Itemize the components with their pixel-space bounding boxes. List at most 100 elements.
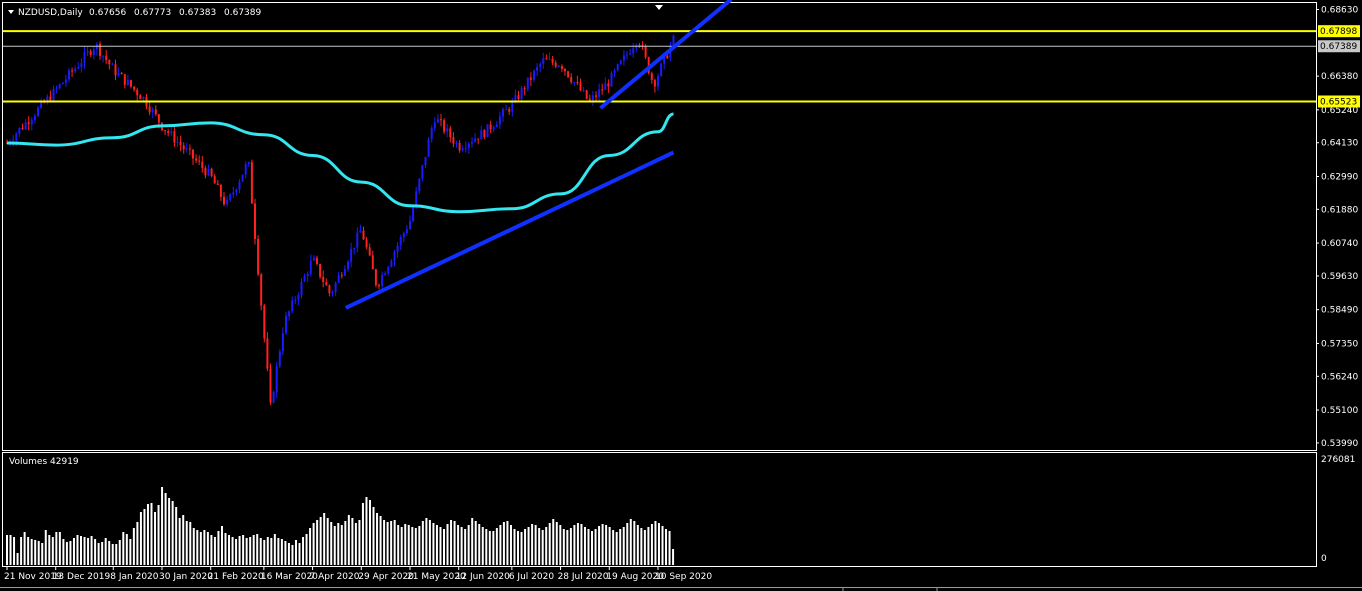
volume-bar xyxy=(383,520,386,565)
candle-body xyxy=(210,168,213,177)
candle-body xyxy=(598,89,601,97)
candle-body xyxy=(365,239,368,248)
volume-bar xyxy=(400,527,403,565)
chart-shift-marker-icon[interactable] xyxy=(655,5,663,10)
candle-body xyxy=(517,95,520,99)
candle-body xyxy=(610,73,613,87)
volume-bar xyxy=(580,524,583,565)
candle-body xyxy=(201,161,204,169)
high-value: 0.67773 xyxy=(134,8,171,18)
candle-body xyxy=(458,142,461,151)
volume-panel-frame xyxy=(2,452,1317,567)
candle-body xyxy=(24,122,27,129)
volume-bar xyxy=(27,537,30,565)
candle-body xyxy=(136,89,139,96)
trendlines[interactable] xyxy=(344,0,733,310)
candle-body xyxy=(316,257,318,264)
volume-bar xyxy=(284,541,287,565)
candle-body xyxy=(142,97,145,100)
volume-bar xyxy=(650,524,653,565)
volume-bar xyxy=(41,543,44,565)
volume-bar xyxy=(97,543,100,565)
volume-bar xyxy=(192,528,195,565)
volume-bar xyxy=(206,532,209,565)
volume-bar xyxy=(520,532,523,565)
low-value: 0.67383 xyxy=(179,8,216,18)
candle-body xyxy=(545,58,548,60)
x-tick-label: 6 Jul 2020 xyxy=(509,572,554,582)
volume-bar xyxy=(196,530,199,565)
volume-bar xyxy=(612,530,615,565)
candle-body xyxy=(257,238,260,275)
volume-bar xyxy=(418,526,421,565)
upper-level-badge: 0.67898 xyxy=(1318,25,1360,38)
candle-body xyxy=(514,95,517,102)
volume-bar xyxy=(608,527,611,565)
dropdown-triangle-icon[interactable] xyxy=(8,10,14,14)
candle-body xyxy=(430,128,433,140)
candle-body xyxy=(275,366,278,393)
volume-bar xyxy=(129,539,132,565)
trendline-support-upper[interactable] xyxy=(599,0,733,110)
volume-bar xyxy=(548,523,551,565)
volume-bar xyxy=(340,525,343,565)
candle-body xyxy=(638,44,641,46)
candle-body xyxy=(461,148,464,151)
volume-bar xyxy=(594,529,597,565)
candle-body xyxy=(557,66,560,68)
candle-body xyxy=(151,109,154,113)
trendline-support-lower[interactable] xyxy=(344,150,675,310)
candle-body xyxy=(83,52,86,64)
volume-bar xyxy=(414,528,417,565)
volume-bar xyxy=(474,521,477,565)
volume-bar xyxy=(62,539,65,565)
candle-body xyxy=(241,174,244,182)
candle-body xyxy=(40,101,43,108)
volume-bar xyxy=(495,528,498,565)
candle-body xyxy=(579,82,582,91)
volume-bar xyxy=(266,537,269,565)
volume-bar xyxy=(83,537,86,565)
moving-average-line xyxy=(6,112,674,214)
candle-body xyxy=(520,88,523,99)
candle-body xyxy=(254,203,256,239)
volume-bar xyxy=(323,513,326,565)
symbol-label: NZDUSD,Daily xyxy=(18,8,83,18)
candle-body xyxy=(508,109,511,112)
candle-body xyxy=(58,84,61,89)
candle-body xyxy=(18,127,21,134)
x-tick-label: 10 Sep 2020 xyxy=(655,572,712,582)
volume-bar xyxy=(407,525,410,565)
candle-body xyxy=(164,130,167,132)
volume-bar xyxy=(231,537,234,565)
volume-bar xyxy=(305,534,308,565)
candle-body xyxy=(446,128,449,132)
candle-body xyxy=(340,275,343,277)
candle-body xyxy=(278,351,281,367)
candle-body xyxy=(223,196,225,205)
volume-bar xyxy=(185,521,188,565)
lower-level-badge-label: 0.65523 xyxy=(1320,97,1357,107)
candle-body xyxy=(27,122,30,125)
candle-body xyxy=(511,101,514,112)
volume-bar xyxy=(425,518,428,565)
volume-bar xyxy=(587,529,590,565)
volume-bar xyxy=(58,532,61,565)
volume-bar xyxy=(513,529,516,565)
volume-bar xyxy=(178,518,181,565)
horizontal-levels[interactable] xyxy=(3,30,1316,103)
volume-bar xyxy=(210,535,213,565)
volume-bar xyxy=(636,525,639,565)
volume-bar xyxy=(182,515,185,565)
current-price-badge: 0.67389 xyxy=(1318,40,1360,53)
y-tick-label: 0.60740 xyxy=(1321,239,1358,249)
volume-bar xyxy=(294,540,297,565)
volume-bar xyxy=(217,531,220,565)
candle-body xyxy=(387,266,390,274)
volume-bar xyxy=(164,493,167,565)
candle-body xyxy=(526,77,529,90)
candle-body xyxy=(489,124,492,130)
x-tick-label: 30 Jan 2020 xyxy=(159,572,213,582)
current-price-badge-label: 0.67389 xyxy=(1320,42,1357,52)
